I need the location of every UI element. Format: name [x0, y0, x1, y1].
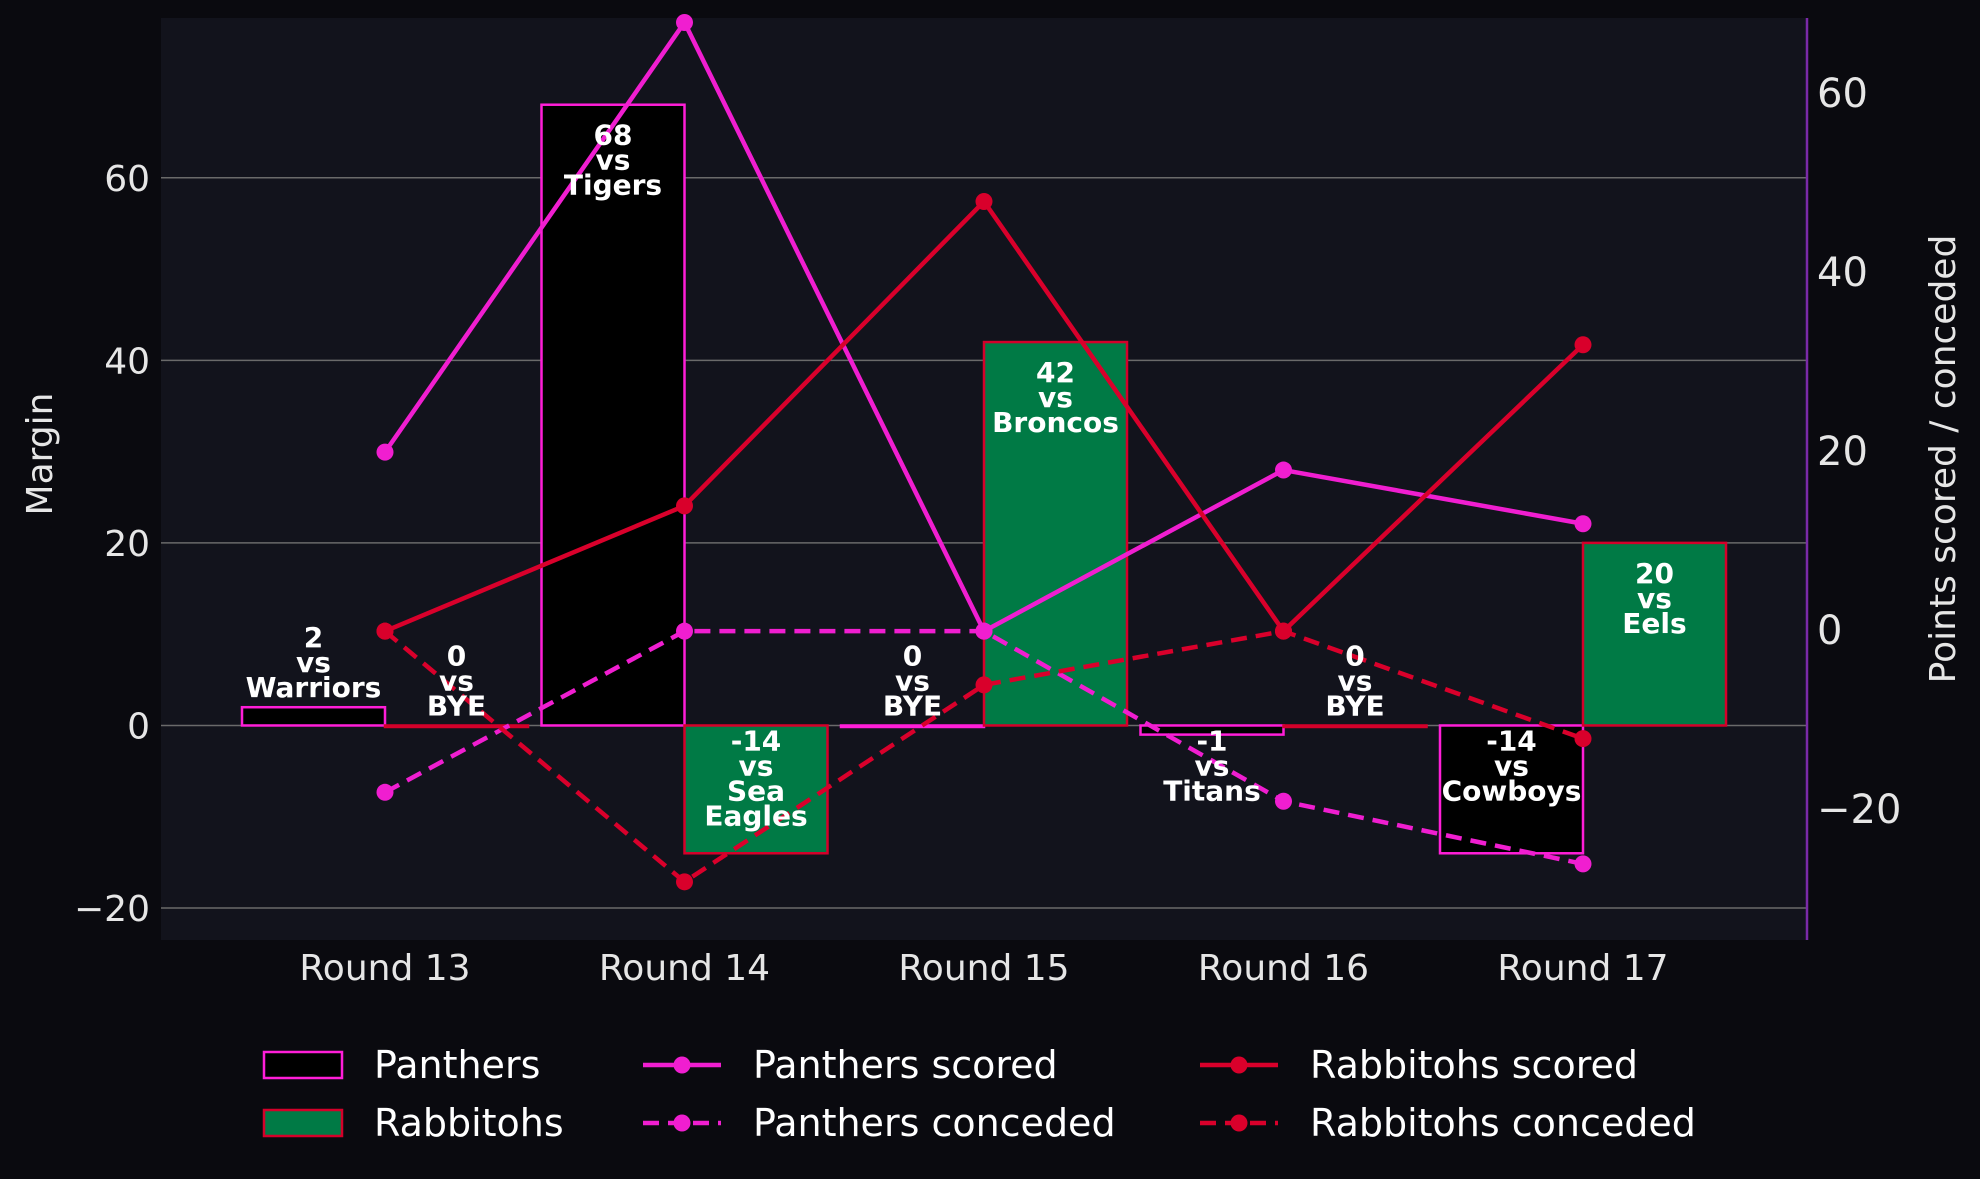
legend-marker	[673, 1056, 691, 1074]
bar-rabbitohs	[1282, 724, 1428, 729]
y2-axis-label: Points scored / conceded	[1923, 235, 1964, 684]
series-point	[676, 13, 693, 31]
series-line	[383, 628, 1584, 885]
bar-label: 0	[903, 639, 922, 672]
series-point	[376, 783, 394, 801]
series-point	[376, 443, 394, 461]
series-point	[975, 676, 993, 694]
bar-label: BYE	[1325, 689, 1384, 722]
legend-label: Rabbitohs conceded	[1310, 1101, 1696, 1145]
y2-tick-label: −20	[1817, 787, 1901, 833]
bar-label: vs	[1038, 381, 1073, 414]
legend-marker	[673, 1114, 691, 1132]
series-point	[676, 873, 693, 891]
series-point	[975, 622, 993, 640]
bar-label: Eels	[1622, 607, 1686, 640]
bar-label: -14	[731, 724, 782, 757]
bar-label: Tigers	[564, 169, 662, 202]
y2-tick-label: 40	[1817, 250, 1868, 296]
y2-tick-label: 0	[1817, 608, 1842, 654]
bar-label: BYE	[883, 689, 942, 722]
x-tick-label: Round 16	[1198, 948, 1369, 989]
y-tick-label: −20	[74, 889, 150, 930]
legend-label: Panthers conceded	[753, 1101, 1116, 1145]
bar-label: vs	[296, 646, 331, 679]
bar-label: -14	[1486, 724, 1537, 757]
bar-label: 0	[447, 639, 466, 672]
bar-label: Titans	[1163, 774, 1261, 807]
series-lines	[376, 13, 1592, 891]
bars	[240, 103, 1728, 855]
bar-panthers	[1438, 724, 1585, 855]
bar-label: Broncos	[992, 406, 1119, 439]
bar-label: 42	[1036, 356, 1075, 389]
legend: Panthers Rabbitohs Panthers scored Panthers…	[262, 1043, 1696, 1145]
bar-panthers	[540, 103, 686, 727]
bar-rabbitohs	[1581, 541, 1728, 727]
bar-panthers	[839, 724, 986, 729]
bar-label: vs	[1195, 749, 1230, 782]
legend-swatch	[262, 1050, 344, 1080]
bar-label: Sea	[727, 774, 785, 807]
series-point	[975, 193, 993, 211]
series-point	[1574, 855, 1592, 873]
bar-panthers	[240, 705, 387, 727]
bar-label: Cowboys	[1442, 774, 1582, 807]
bar-label: -1	[1196, 724, 1227, 757]
series-point	[1275, 622, 1292, 640]
legend-marker	[1230, 1114, 1248, 1132]
series-point	[1275, 461, 1292, 479]
y2-tick-label: 20	[1817, 429, 1868, 475]
y-axis-label: Margin	[20, 393, 61, 516]
bar-rabbitohs	[683, 724, 829, 855]
x-tick-label: Round 17	[1497, 948, 1668, 989]
y-tick-label: 0	[127, 706, 150, 747]
legend-label: Panthers	[374, 1043, 540, 1087]
bar-label: vs	[1494, 749, 1529, 782]
legend-swatch	[262, 1108, 344, 1138]
bar-rabbitohs	[383, 724, 530, 729]
series-point	[676, 497, 693, 515]
bar-label: 2	[304, 621, 323, 654]
bar-label: BYE	[427, 689, 486, 722]
bar-label: vs	[895, 664, 930, 697]
bar-label: vs	[1637, 582, 1672, 615]
series-point	[1275, 792, 1292, 810]
bar-rabbitohs	[982, 340, 1129, 727]
x-tick-label: Round 13	[299, 948, 470, 989]
series-point	[676, 622, 693, 640]
legend-label: Rabbitohs scored	[1310, 1043, 1638, 1087]
y2-tick-label: 60	[1817, 71, 1868, 117]
bar-label: Warriors	[246, 671, 382, 704]
bar-label: vs	[439, 664, 474, 697]
series-point	[1574, 515, 1592, 533]
y-tick-label: 60	[104, 159, 150, 200]
series-point	[1574, 730, 1592, 748]
legend-marker	[1230, 1056, 1248, 1074]
legend-label: Panthers scored	[753, 1043, 1058, 1087]
legend-label: Rabbitohs	[374, 1101, 564, 1145]
x-tick-label: Round 14	[599, 948, 770, 989]
x-tick-label: Round 15	[898, 948, 1069, 989]
bar-label: Eagles	[704, 799, 807, 832]
bar-label: 68	[594, 119, 633, 152]
y-tick-label: 20	[104, 524, 150, 565]
bar-panthers	[1139, 724, 1285, 736]
series-point	[1574, 336, 1592, 354]
bar-label: vs	[739, 749, 774, 782]
bar-label: vs	[596, 144, 631, 177]
y-tick-label: 40	[104, 341, 150, 382]
bar-label: 0	[1345, 639, 1364, 672]
series-point	[376, 622, 394, 640]
bar-labels: 2vsWarriors68vsTigers0vsBYE-1vsTitans-14…	[246, 119, 1687, 833]
bar-label: 20	[1635, 557, 1674, 590]
bar-label: vs	[1338, 664, 1373, 697]
